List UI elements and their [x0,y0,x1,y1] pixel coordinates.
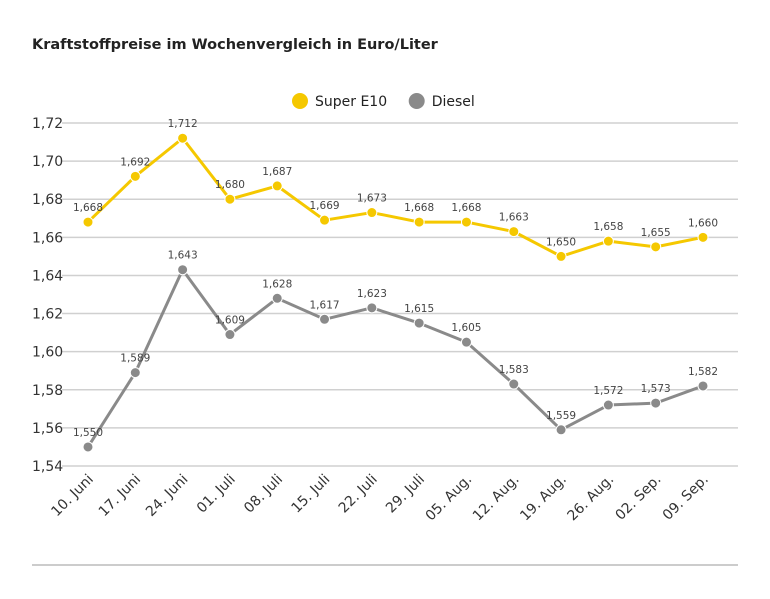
diesel-data-label: 1,643 [168,250,198,262]
diesel-data-label: 1,617 [310,299,340,311]
super-e10-point [224,193,236,205]
x-tick-label: 02. Sep. [613,472,665,524]
diesel-point [82,441,94,453]
y-tick-label: 1,60 [32,345,63,361]
diesel-point [129,367,141,379]
y-tick-label: 1,58 [32,383,63,399]
x-tick-label: 10. Juni [48,472,96,520]
diesel-data-label: 1,550 [73,427,103,439]
legend-marker-diesel [408,93,425,109]
super-e10-point [319,214,331,226]
y-tick-label: 1,56 [32,421,63,437]
diesel-point [555,424,567,436]
super-e10-point [366,207,378,219]
diesel-point [177,264,189,276]
super-e10-data-label: 1,712 [168,118,198,130]
diesel-data-label: 1,582 [688,366,718,378]
diesel-data-label: 1,559 [546,410,576,422]
super-e10-point [650,241,662,253]
diesel-point [413,317,425,329]
super-e10-data-label: 1,650 [546,236,576,248]
diesel-point [508,378,520,390]
diesel-data-label: 1,615 [404,303,434,315]
x-tick-label: 01. Juli [194,472,239,517]
legend-marker-super-e10 [292,93,308,109]
x-tick-label: 17. Juni [96,472,144,520]
super-e10-data-label: 1,663 [499,212,529,224]
diesel-data-label: 1,572 [593,385,623,397]
super-e10-data-label: 1,668 [73,202,103,214]
super-e10-data-label: 1,680 [215,179,245,191]
super-e10-point [271,180,283,192]
x-tick-label: 26. Aug. [565,472,618,525]
legend-label: Super E10 [315,94,387,110]
super-e10-point [129,170,141,182]
y-tick-label: 1,72 [32,116,63,132]
super-e10-data-label: 1,692 [120,156,150,168]
x-tick-label: 22. Juli [336,472,381,517]
diesel-point [224,329,236,341]
chart-title: Kraftstoffpreise im Wochenvergleich in E… [32,37,438,53]
diesel-point [366,302,378,314]
y-tick-label: 1,68 [32,192,63,208]
x-tick-label: 12. Aug. [470,472,523,525]
super-e10-data-label: 1,655 [641,227,671,239]
super-e10-data-label: 1,658 [593,221,623,233]
diesel-data-label: 1,609 [215,315,245,327]
x-tick-label: 24. Juni [143,472,191,520]
legend-label: Diesel [432,94,475,110]
y-tick-label: 1,64 [32,268,63,284]
super-e10-data-label: 1,668 [404,202,434,214]
diesel-point [697,380,709,392]
x-tick-label: 29. Juli [383,472,428,517]
super-e10-point [602,235,614,247]
y-tick-label: 1,62 [32,307,63,323]
super-e10-data-label: 1,668 [451,202,481,214]
super-e10-point [177,132,189,144]
diesel-point [602,399,614,411]
diesel-data-label: 1,573 [641,383,671,395]
diesel-point [271,292,283,304]
diesel-point [650,397,662,409]
diesel-point [319,313,331,325]
y-tick-label: 1,66 [32,230,63,246]
super-e10-line [86,136,704,258]
diesel-data-label: 1,623 [357,288,387,300]
y-tick-label: 1,70 [32,154,63,170]
y-tick-label: 1,54 [32,459,63,475]
super-e10-data-label: 1,669 [310,200,340,212]
diesel-point [460,336,472,348]
diesel-data-label: 1,583 [499,364,529,376]
super-e10-point [555,250,567,262]
super-e10-data-label: 1,687 [262,166,292,178]
super-e10-point [82,216,94,228]
diesel-line [86,268,704,448]
diesel-data-label: 1,628 [262,278,292,290]
x-tick-label: 15. Juli [288,472,333,517]
x-tick-label: 05. Aug. [423,472,476,525]
diesel-data-label: 1,605 [451,322,481,334]
super-e10-point [413,216,425,228]
x-tick-label: 08. Juli [241,472,286,517]
super-e10-data-label: 1,673 [357,193,387,205]
super-e10-point [460,216,472,228]
x-tick-label: 19. Aug. [517,472,570,525]
super-e10-point [508,226,520,238]
diesel-data-label: 1,589 [120,353,150,365]
x-tick-label: 09. Sep. [660,472,712,524]
super-e10-point [697,231,709,243]
super-e10-data-label: 1,660 [688,217,718,229]
